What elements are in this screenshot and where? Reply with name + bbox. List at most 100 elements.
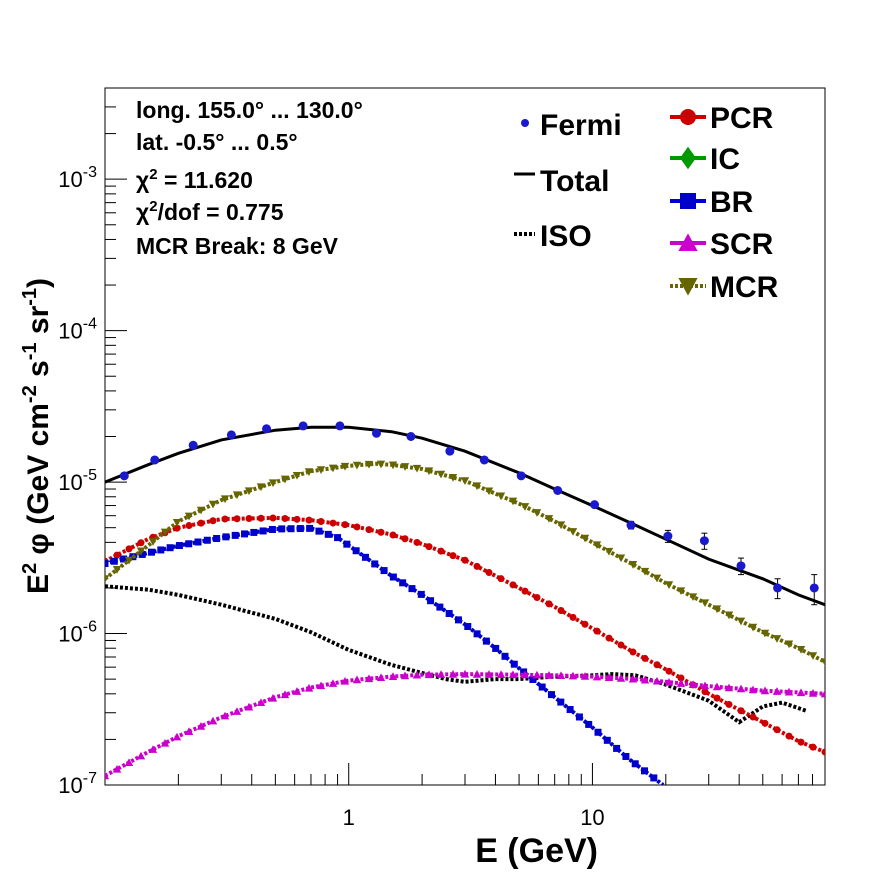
legend-marker (678, 233, 698, 251)
series-br-marker (631, 760, 639, 768)
series-pcr-marker (785, 732, 793, 740)
series-mcr-marker (676, 587, 686, 596)
y-tick-label: 10-6 (58, 619, 97, 647)
legend-left: Fermi Total ISO (514, 109, 622, 253)
series-br-marker (547, 691, 555, 699)
series-pcr-marker (389, 531, 397, 539)
series-br-marker (501, 652, 509, 660)
series-mcr-marker (436, 470, 446, 479)
series-pcr-marker (569, 613, 577, 621)
x-tick-label: 1 (343, 805, 355, 830)
series-mcr-line (105, 461, 825, 664)
series-pcr-marker (341, 521, 349, 529)
series-mcr-marker (616, 554, 626, 563)
legend-entry-ic: IC (670, 143, 740, 176)
series-scr-marker (256, 698, 266, 707)
series-pcr-marker (353, 523, 361, 531)
series-br-marker (203, 536, 211, 544)
series-scr-marker (580, 672, 590, 680)
series-br-marker (641, 767, 649, 775)
series-pcr-marker (293, 515, 301, 523)
series-scr-marker (496, 670, 506, 678)
series-scr-marker (160, 738, 170, 747)
series-pcr-marker (425, 543, 433, 551)
series-scr-marker (268, 693, 278, 702)
info-line: χ2/dof = 0.775 (136, 198, 284, 225)
series-pcr-marker (509, 581, 517, 589)
y-axis-label: E2 φ (GeV cm-2 s-1 sr-1) (19, 278, 55, 594)
series-mcr-marker (232, 491, 242, 500)
series-scr-marker (700, 681, 710, 690)
series-pcr-marker (593, 627, 601, 635)
series-br-marker (213, 534, 221, 542)
series-mcr-marker (280, 475, 290, 484)
series-br-marker (120, 555, 128, 563)
series-scr-marker (232, 707, 242, 715)
series-pcr-marker (221, 515, 229, 523)
series-mcr-marker (220, 495, 230, 504)
series-pcr-marker (269, 514, 277, 522)
y-tick-label: 10-7 (58, 770, 97, 798)
series-scr-marker (400, 671, 410, 680)
series-br-marker (268, 525, 276, 533)
series-scr-marker (808, 688, 818, 697)
series-pcr-marker (737, 707, 745, 715)
series-scr-marker (388, 672, 398, 680)
series-br-marker (371, 560, 379, 568)
series-br-marker (175, 542, 183, 550)
series-pcr-marker (449, 552, 457, 560)
series-br-marker (259, 527, 267, 535)
series-br-marker (473, 630, 481, 638)
series-scr-marker (820, 689, 825, 698)
fermi-point (262, 424, 272, 434)
series-mcr-marker (496, 492, 506, 501)
fermi-point (445, 446, 455, 456)
series-br-marker (352, 547, 360, 555)
series-br-marker (148, 548, 156, 556)
series-mcr-marker (352, 461, 362, 470)
fermi-point (335, 421, 345, 431)
series-mcr-marker (508, 497, 518, 506)
series-scr-marker (424, 670, 434, 679)
series-br-marker (492, 644, 500, 652)
series-scr-marker (172, 732, 182, 741)
series-scr-marker (340, 676, 350, 685)
series-mcr-marker (292, 471, 302, 480)
series-scr-marker (472, 670, 482, 678)
series-br-marker (138, 550, 146, 558)
legend-label: SCR (710, 228, 774, 261)
fermi-point (773, 583, 783, 593)
series-scr-marker (796, 688, 806, 697)
series-scr-marker (772, 687, 782, 695)
series-pcr-marker (605, 634, 613, 642)
legend-label: Fermi (540, 109, 622, 142)
series-mcr-marker (748, 623, 758, 632)
legend-entry-fermi: Fermi (521, 109, 622, 142)
series-mcr-marker (105, 575, 110, 583)
series-br-marker (585, 720, 593, 728)
fermi-point (479, 455, 489, 465)
series-scr-marker (508, 670, 518, 679)
series-pcr-marker (137, 539, 145, 547)
series-scr-marker (436, 670, 446, 678)
series-scr-marker (628, 674, 638, 683)
y-tick-label: 10-5 (58, 467, 97, 495)
series-scr-marker (520, 670, 530, 679)
series-br-marker (529, 675, 537, 683)
series-pcr-marker (185, 522, 193, 530)
series-mcr-marker (268, 479, 278, 488)
series-br-marker (287, 525, 295, 533)
series-mcr-marker (628, 561, 638, 569)
fermi-point (150, 455, 160, 465)
fermi-point (226, 430, 236, 440)
series-pcr-marker (641, 654, 649, 662)
svg-text:E2 φ (GeV cm-2 s-1 sr-1): E2 φ (GeV cm-2 s-1 sr-1) (19, 278, 55, 594)
legend-fermi-marker (521, 119, 529, 127)
series-br-marker (436, 603, 444, 611)
fermi-point (736, 561, 746, 571)
y-tick-label: 10-4 (58, 316, 97, 344)
series-pcr-marker (725, 700, 733, 708)
series-scr-marker (105, 771, 110, 780)
series-scr-marker (124, 758, 134, 767)
series-mcr-marker (664, 581, 674, 590)
